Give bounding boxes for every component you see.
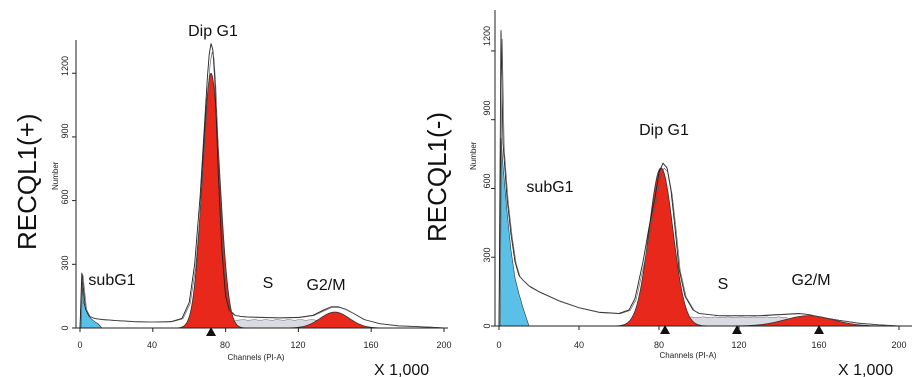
y-tick-label: 600 (60, 189, 70, 204)
annotation-g2m: G2/M (306, 277, 345, 294)
peak-marker (660, 325, 670, 334)
peak-marker (206, 327, 217, 336)
model-fit-line (499, 39, 901, 327)
row-label-plus: RECQL1(+) (12, 113, 42, 250)
x-tick-label: 40 (574, 340, 584, 350)
annotation-dip-g1: Dip G1 (188, 23, 238, 40)
x-tick-label: 200 (891, 340, 906, 350)
annotation-subg1: subG1 (526, 179, 573, 196)
x-axis-label-plus: Channels (PI-A) (228, 353, 285, 362)
row-label-minus: RECQL1(-) (422, 112, 452, 242)
x-tick-label: 200 (436, 340, 451, 350)
g1-peak-area (612, 167, 710, 327)
peak-marker (732, 325, 742, 334)
y-tick-label: 900 (60, 123, 70, 138)
y-axis-label-plus: Number (51, 161, 60, 190)
y-axis-label-minus: Number (469, 141, 478, 170)
x-tick-label: 160 (811, 340, 826, 350)
x-tick-label: 120 (290, 340, 305, 350)
x-tick-label: 80 (220, 340, 230, 350)
annotation-subg1: subG1 (88, 272, 135, 289)
y-tick-label: 1200 (482, 26, 492, 46)
y-tick-label: 1200 (60, 56, 70, 76)
x-tick-label: 80 (654, 340, 664, 350)
y-tick-label: 0 (60, 325, 70, 330)
annotation-g2m: G2/M (791, 272, 830, 289)
x-tick-label: 0 (77, 340, 82, 350)
annotation-s: S (718, 276, 729, 293)
x-tick-label: 0 (496, 340, 501, 350)
y-tick-label: 300 (482, 247, 492, 262)
y-tick-label: 600 (482, 173, 492, 188)
subg1-area (498, 138, 530, 327)
x-multiplier-minus: X 1,000 (838, 362, 893, 377)
plot-area-minus (491, 30, 906, 334)
y-tick-label: 900 (482, 100, 492, 115)
x-multiplier-plus: X 1,000 (374, 362, 429, 377)
annotation-dip-g1: Dip G1 (639, 122, 689, 139)
model-fit-line (80, 51, 446, 329)
y-tick-label: 300 (60, 255, 70, 270)
x-axis-label-minus: Channels (PI-A) (660, 351, 717, 360)
plot-area-plus (72, 43, 446, 336)
x-tick-label: 40 (147, 340, 157, 350)
panel-recql1-plus: RECQL1(+) Number 0 40 80 120 160 200 0 3… (12, 23, 452, 377)
s-phase-area (221, 319, 327, 329)
x-tick-label: 120 (731, 340, 746, 350)
g1-peak-area (175, 72, 247, 329)
y-tick-label: 0 (482, 323, 492, 328)
s-phase-area (674, 316, 790, 327)
x-tick-label: 160 (363, 340, 378, 350)
annotation-s: S (263, 275, 274, 292)
panel-recql1-minus: RECQL1(-) Number 0 40 80 120 160 200 0 3… (422, 10, 912, 377)
